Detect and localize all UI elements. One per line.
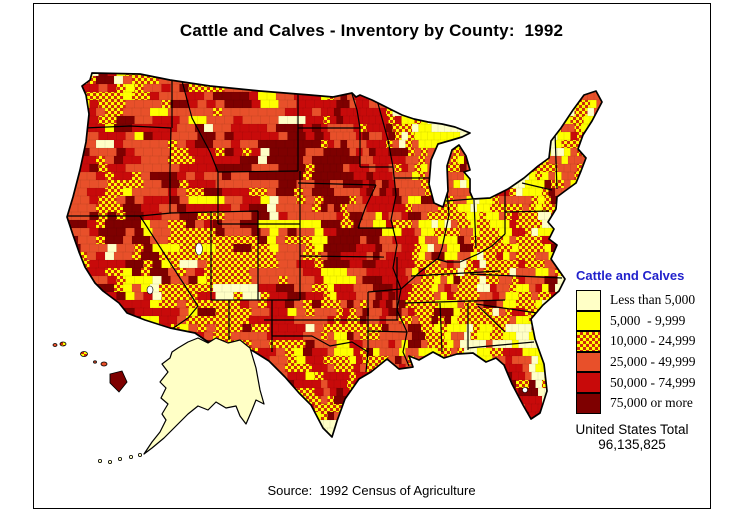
legend-swatch-25000-49999 (576, 351, 601, 373)
us-total-label: United States Total (575, 422, 689, 437)
lake-walker (146, 285, 154, 295)
legend-row: 75,000 or more (576, 392, 696, 414)
legend-swatch-10000-24999 (576, 331, 601, 352)
aleutian-islands (98, 452, 142, 464)
legend-label: 5,000 - 9,999 (610, 312, 686, 328)
source-note: Source: 1992 Census of Agriculture (267, 483, 476, 498)
legend-row: 50,000 - 74,999 (576, 372, 696, 393)
us-total-annotation: United States Total 96,135,825 (557, 422, 707, 452)
legend-swatch-less-than-5000 (576, 290, 601, 311)
legend-title: Cattle and Calves (576, 268, 685, 283)
legend-swatch-5000-9999 (576, 310, 601, 332)
us-total-value: 96,135,825 (598, 437, 666, 452)
legend-label: Less than 5,000 (610, 292, 696, 308)
legend-row: 25,000 - 49,999 (576, 351, 696, 373)
state-borders (67, 80, 563, 373)
legend-label: 25,000 - 49,999 (610, 354, 696, 370)
legend-label: 50,000 - 74,999 (610, 374, 696, 390)
map-legend: Cattle and Calves Less than 5,000 5,000 … (576, 268, 696, 414)
legend-row: 10,000 - 24,999 (576, 331, 696, 352)
lake-okeechobee (522, 387, 528, 393)
page-title: Cattle and Calves - Inventory by County:… (179, 21, 564, 40)
legend-label: 10,000 - 24,999 (610, 333, 696, 349)
legend-row: Less than 5,000 (576, 290, 696, 311)
alaska (143, 337, 265, 455)
map-frame-border (33, 3, 711, 509)
legend-swatch-75000-or-more (576, 392, 601, 414)
legend-row: 5,000 - 9,999 (576, 310, 696, 332)
hawaii-islands (52, 341, 128, 393)
legend-label: 75,000 or more (610, 395, 693, 411)
great-salt-lake (195, 242, 203, 256)
legend-swatch-50000-74999 (576, 372, 601, 393)
